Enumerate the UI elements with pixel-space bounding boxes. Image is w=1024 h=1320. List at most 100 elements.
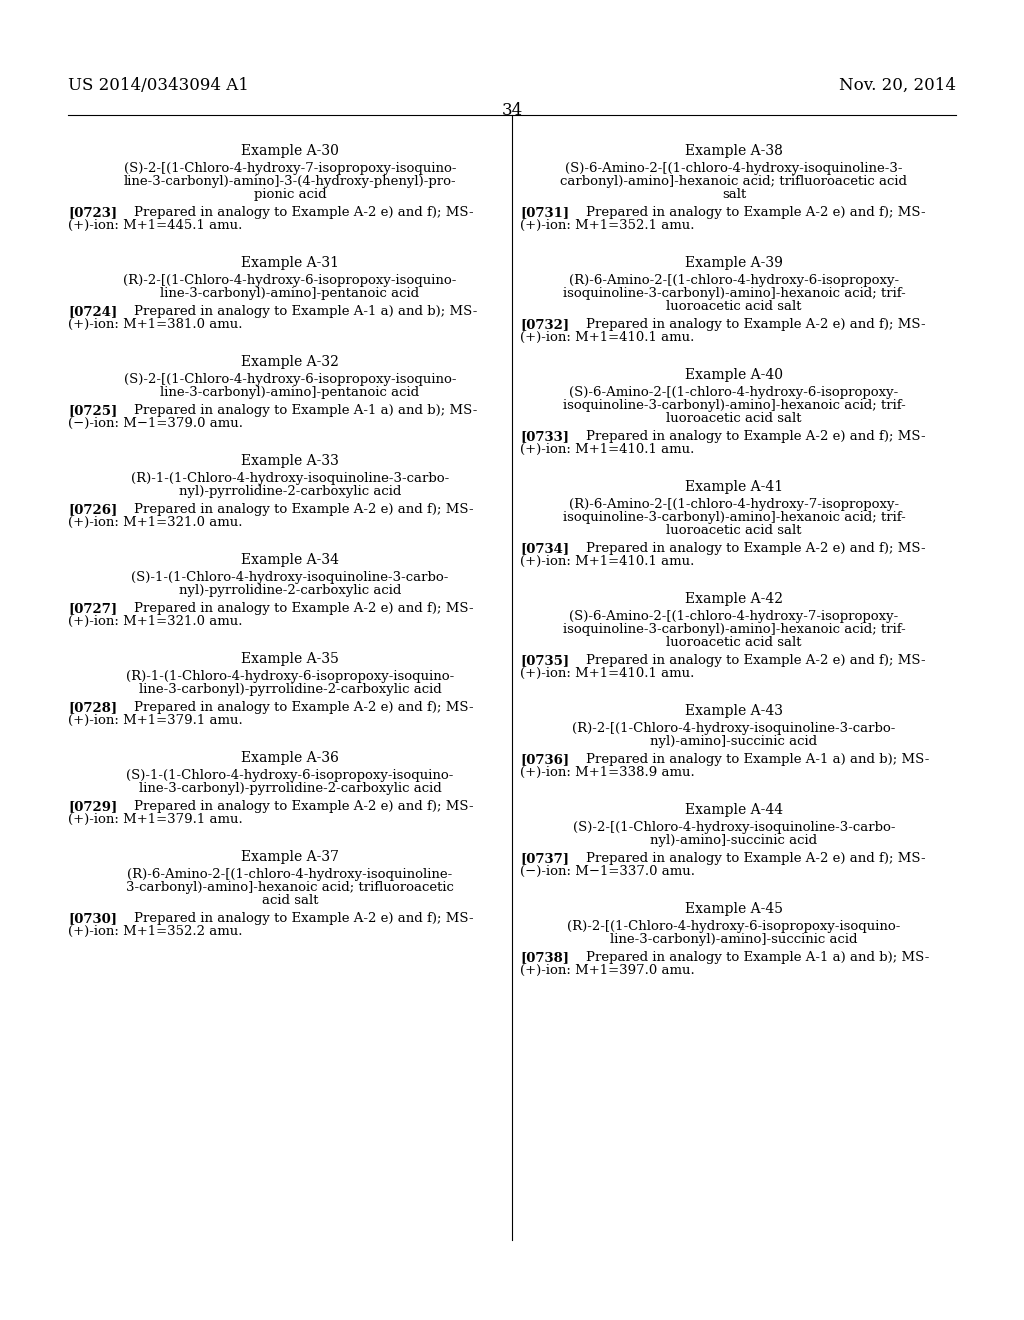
Text: (+)-ion: M+1=338.9 amu.: (+)-ion: M+1=338.9 amu. (520, 766, 694, 779)
Text: Prepared in analogy to Example A-2 e) and f); MS-: Prepared in analogy to Example A-2 e) an… (118, 503, 474, 516)
Text: isoquinoline-3-carbonyl)-amino]-hexanoic acid; trif-: isoquinoline-3-carbonyl)-amino]-hexanoic… (562, 623, 905, 636)
Text: 3-carbonyl)-amino]-hexanoic acid; trifluoroacetic: 3-carbonyl)-amino]-hexanoic acid; triflu… (126, 880, 454, 894)
Text: (R)-2-[(1-Chloro-4-hydroxy-isoquinoline-3-carbo-: (R)-2-[(1-Chloro-4-hydroxy-isoquinoline-… (572, 722, 896, 735)
Text: Prepared in analogy to Example A-2 e) and f); MS-: Prepared in analogy to Example A-2 e) an… (117, 912, 474, 925)
Text: [0733]: [0733] (520, 430, 569, 444)
Text: Example A-33: Example A-33 (241, 454, 339, 469)
Text: (+)-ion: M+1=381.0 amu.: (+)-ion: M+1=381.0 amu. (68, 318, 243, 331)
Text: (+)-ion: M+1=410.1 amu.: (+)-ion: M+1=410.1 amu. (520, 667, 694, 680)
Text: Prepared in analogy to Example A-2 e) and f); MS-: Prepared in analogy to Example A-2 e) an… (117, 701, 474, 714)
Text: Example A-36: Example A-36 (241, 751, 339, 766)
Text: Example A-40: Example A-40 (685, 368, 783, 381)
Text: acid salt: acid salt (262, 894, 318, 907)
Text: [0729]: [0729] (68, 800, 118, 813)
Text: Example A-39: Example A-39 (685, 256, 783, 271)
Text: Prepared in analogy to Example A-2 e) and f); MS-: Prepared in analogy to Example A-2 e) an… (569, 430, 926, 444)
Text: (+)-ion: M+1=397.0 amu.: (+)-ion: M+1=397.0 amu. (520, 964, 694, 977)
Text: nyl)-amino]-succinic acid: nyl)-amino]-succinic acid (650, 735, 817, 748)
Text: isoquinoline-3-carbonyl)-amino]-hexanoic acid; trif-: isoquinoline-3-carbonyl)-amino]-hexanoic… (562, 286, 905, 300)
Text: [0724]: [0724] (68, 305, 118, 318)
Text: Example A-42: Example A-42 (685, 591, 783, 606)
Text: luoroacetic acid salt: luoroacetic acid salt (667, 636, 802, 649)
Text: [0738]: [0738] (520, 950, 569, 964)
Text: Prepared in analogy to Example A-1 a) and b); MS-: Prepared in analogy to Example A-1 a) an… (118, 404, 477, 417)
Text: [0727]: [0727] (68, 602, 117, 615)
Text: (R)-6-Amino-2-[(1-chloro-4-hydroxy-isoquinoline-: (R)-6-Amino-2-[(1-chloro-4-hydroxy-isoqu… (127, 869, 453, 880)
Text: (S)-2-[(1-Chloro-4-hydroxy-7-isopropoxy-isoquino-: (S)-2-[(1-Chloro-4-hydroxy-7-isopropoxy-… (124, 162, 457, 176)
Text: nyl)-amino]-succinic acid: nyl)-amino]-succinic acid (650, 834, 817, 847)
Text: Nov. 20, 2014: Nov. 20, 2014 (839, 77, 956, 94)
Text: Prepared in analogy to Example A-2 e) and f); MS-: Prepared in analogy to Example A-2 e) an… (118, 800, 474, 813)
Text: [0726]: [0726] (68, 503, 118, 516)
Text: [0732]: [0732] (520, 318, 569, 331)
Text: (+)-ion: M+1=379.1 amu.: (+)-ion: M+1=379.1 amu. (68, 813, 243, 826)
Text: (R)-6-Amino-2-[(1-chloro-4-hydroxy-6-isopropoxy-: (R)-6-Amino-2-[(1-chloro-4-hydroxy-6-iso… (569, 275, 899, 286)
Text: (R)-2-[(1-Chloro-4-hydroxy-6-isopropoxy-isoquino-: (R)-2-[(1-Chloro-4-hydroxy-6-isopropoxy-… (567, 920, 901, 933)
Text: (S)-1-(1-Chloro-4-hydroxy-6-isopropoxy-isoquino-: (S)-1-(1-Chloro-4-hydroxy-6-isopropoxy-i… (126, 770, 454, 781)
Text: isoquinoline-3-carbonyl)-amino]-hexanoic acid; trif-: isoquinoline-3-carbonyl)-amino]-hexanoic… (562, 399, 905, 412)
Text: [0728]: [0728] (68, 701, 117, 714)
Text: (S)-6-Amino-2-[(1-chloro-4-hydroxy-6-isopropoxy-: (S)-6-Amino-2-[(1-chloro-4-hydroxy-6-iso… (569, 385, 899, 399)
Text: Prepared in analogy to Example A-1 a) and b); MS-: Prepared in analogy to Example A-1 a) an… (118, 305, 477, 318)
Text: Prepared in analogy to Example A-2 e) and f); MS-: Prepared in analogy to Example A-2 e) an… (569, 318, 926, 331)
Text: (+)-ion: M+1=410.1 amu.: (+)-ion: M+1=410.1 amu. (520, 331, 694, 345)
Text: Prepared in analogy to Example A-2 e) and f); MS-: Prepared in analogy to Example A-2 e) an… (569, 206, 926, 219)
Text: Prepared in analogy to Example A-2 e) and f); MS-: Prepared in analogy to Example A-2 e) an… (569, 851, 926, 865)
Text: Example A-37: Example A-37 (241, 850, 339, 865)
Text: (+)-ion: M+1=410.1 amu.: (+)-ion: M+1=410.1 amu. (520, 444, 694, 455)
Text: line-3-carbonyl)-amino]-pentanoic acid: line-3-carbonyl)-amino]-pentanoic acid (161, 286, 420, 300)
Text: (+)-ion: M+1=445.1 amu.: (+)-ion: M+1=445.1 amu. (68, 219, 243, 232)
Text: (R)-2-[(1-Chloro-4-hydroxy-6-isopropoxy-isoquino-: (R)-2-[(1-Chloro-4-hydroxy-6-isopropoxy-… (123, 275, 457, 286)
Text: [0730]: [0730] (68, 912, 117, 925)
Text: Example A-43: Example A-43 (685, 704, 783, 718)
Text: Prepared in analogy to Example A-1 a) and b); MS-: Prepared in analogy to Example A-1 a) an… (569, 752, 930, 766)
Text: [0731]: [0731] (520, 206, 569, 219)
Text: [0737]: [0737] (520, 851, 569, 865)
Text: Prepared in analogy to Example A-2 e) and f); MS-: Prepared in analogy to Example A-2 e) an… (117, 206, 474, 219)
Text: Example A-32: Example A-32 (241, 355, 339, 370)
Text: Example A-34: Example A-34 (241, 553, 339, 568)
Text: 34: 34 (502, 102, 522, 119)
Text: (R)-6-Amino-2-[(1-chloro-4-hydroxy-7-isopropoxy-: (R)-6-Amino-2-[(1-chloro-4-hydroxy-7-iso… (569, 498, 899, 511)
Text: [0725]: [0725] (68, 404, 118, 417)
Text: (−)-ion: M−1=379.0 amu.: (−)-ion: M−1=379.0 amu. (68, 417, 243, 430)
Text: line-3-carbonyl)-amino]-pentanoic acid: line-3-carbonyl)-amino]-pentanoic acid (161, 385, 420, 399)
Text: Example A-44: Example A-44 (685, 803, 783, 817)
Text: (+)-ion: M+1=352.1 amu.: (+)-ion: M+1=352.1 amu. (520, 219, 694, 232)
Text: Example A-38: Example A-38 (685, 144, 783, 158)
Text: salt: salt (722, 187, 746, 201)
Text: (R)-1-(1-Chloro-4-hydroxy-6-isopropoxy-isoquino-: (R)-1-(1-Chloro-4-hydroxy-6-isopropoxy-i… (126, 671, 454, 682)
Text: (S)-6-Amino-2-[(1-chloro-4-hydroxy-7-isopropoxy-: (S)-6-Amino-2-[(1-chloro-4-hydroxy-7-iso… (569, 610, 899, 623)
Text: luoroacetic acid salt: luoroacetic acid salt (667, 412, 802, 425)
Text: nyl)-pyrrolidine-2-carboxylic acid: nyl)-pyrrolidine-2-carboxylic acid (179, 583, 401, 597)
Text: Example A-35: Example A-35 (241, 652, 339, 667)
Text: (+)-ion: M+1=321.0 amu.: (+)-ion: M+1=321.0 amu. (68, 516, 243, 529)
Text: line-3-carbonyl)-pyrrolidine-2-carboxylic acid: line-3-carbonyl)-pyrrolidine-2-carboxyli… (138, 781, 441, 795)
Text: [0735]: [0735] (520, 653, 569, 667)
Text: (S)-1-(1-Chloro-4-hydroxy-isoquinoline-3-carbo-: (S)-1-(1-Chloro-4-hydroxy-isoquinoline-3… (131, 572, 449, 583)
Text: Example A-31: Example A-31 (241, 256, 339, 271)
Text: nyl)-pyrrolidine-2-carboxylic acid: nyl)-pyrrolidine-2-carboxylic acid (179, 484, 401, 498)
Text: line-3-carbonyl)-amino]-3-(4-hydroxy-phenyl)-pro-: line-3-carbonyl)-amino]-3-(4-hydroxy-phe… (124, 176, 457, 187)
Text: pionic acid: pionic acid (254, 187, 327, 201)
Text: Prepared in analogy to Example A-1 a) and b); MS-: Prepared in analogy to Example A-1 a) an… (569, 950, 930, 964)
Text: [0734]: [0734] (520, 543, 569, 554)
Text: luoroacetic acid salt: luoroacetic acid salt (667, 300, 802, 313)
Text: (+)-ion: M+1=410.1 amu.: (+)-ion: M+1=410.1 amu. (520, 554, 694, 568)
Text: Prepared in analogy to Example A-2 e) and f); MS-: Prepared in analogy to Example A-2 e) an… (569, 653, 926, 667)
Text: (S)-2-[(1-Chloro-4-hydroxy-isoquinoline-3-carbo-: (S)-2-[(1-Chloro-4-hydroxy-isoquinoline-… (572, 821, 895, 834)
Text: luoroacetic acid salt: luoroacetic acid salt (667, 524, 802, 537)
Text: (S)-6-Amino-2-[(1-chloro-4-hydroxy-isoquinoline-3-: (S)-6-Amino-2-[(1-chloro-4-hydroxy-isoqu… (565, 162, 903, 176)
Text: Example A-41: Example A-41 (685, 480, 783, 494)
Text: US 2014/0343094 A1: US 2014/0343094 A1 (68, 77, 249, 94)
Text: [0736]: [0736] (520, 752, 569, 766)
Text: (R)-1-(1-Chloro-4-hydroxy-isoquinoline-3-carbo-: (R)-1-(1-Chloro-4-hydroxy-isoquinoline-3… (131, 473, 450, 484)
Text: Example A-45: Example A-45 (685, 902, 783, 916)
Text: carbonyl)-amino]-hexanoic acid; trifluoroacetic acid: carbonyl)-amino]-hexanoic acid; trifluor… (560, 176, 907, 187)
Text: Prepared in analogy to Example A-2 e) and f); MS-: Prepared in analogy to Example A-2 e) an… (117, 602, 474, 615)
Text: (−)-ion: M−1=337.0 amu.: (−)-ion: M−1=337.0 amu. (520, 865, 695, 878)
Text: Prepared in analogy to Example A-2 e) and f); MS-: Prepared in analogy to Example A-2 e) an… (569, 543, 926, 554)
Text: (S)-2-[(1-Chloro-4-hydroxy-6-isopropoxy-isoquino-: (S)-2-[(1-Chloro-4-hydroxy-6-isopropoxy-… (124, 374, 457, 385)
Text: isoquinoline-3-carbonyl)-amino]-hexanoic acid; trif-: isoquinoline-3-carbonyl)-amino]-hexanoic… (562, 511, 905, 524)
Text: line-3-carbonyl)-amino]-succinic acid: line-3-carbonyl)-amino]-succinic acid (610, 933, 858, 946)
